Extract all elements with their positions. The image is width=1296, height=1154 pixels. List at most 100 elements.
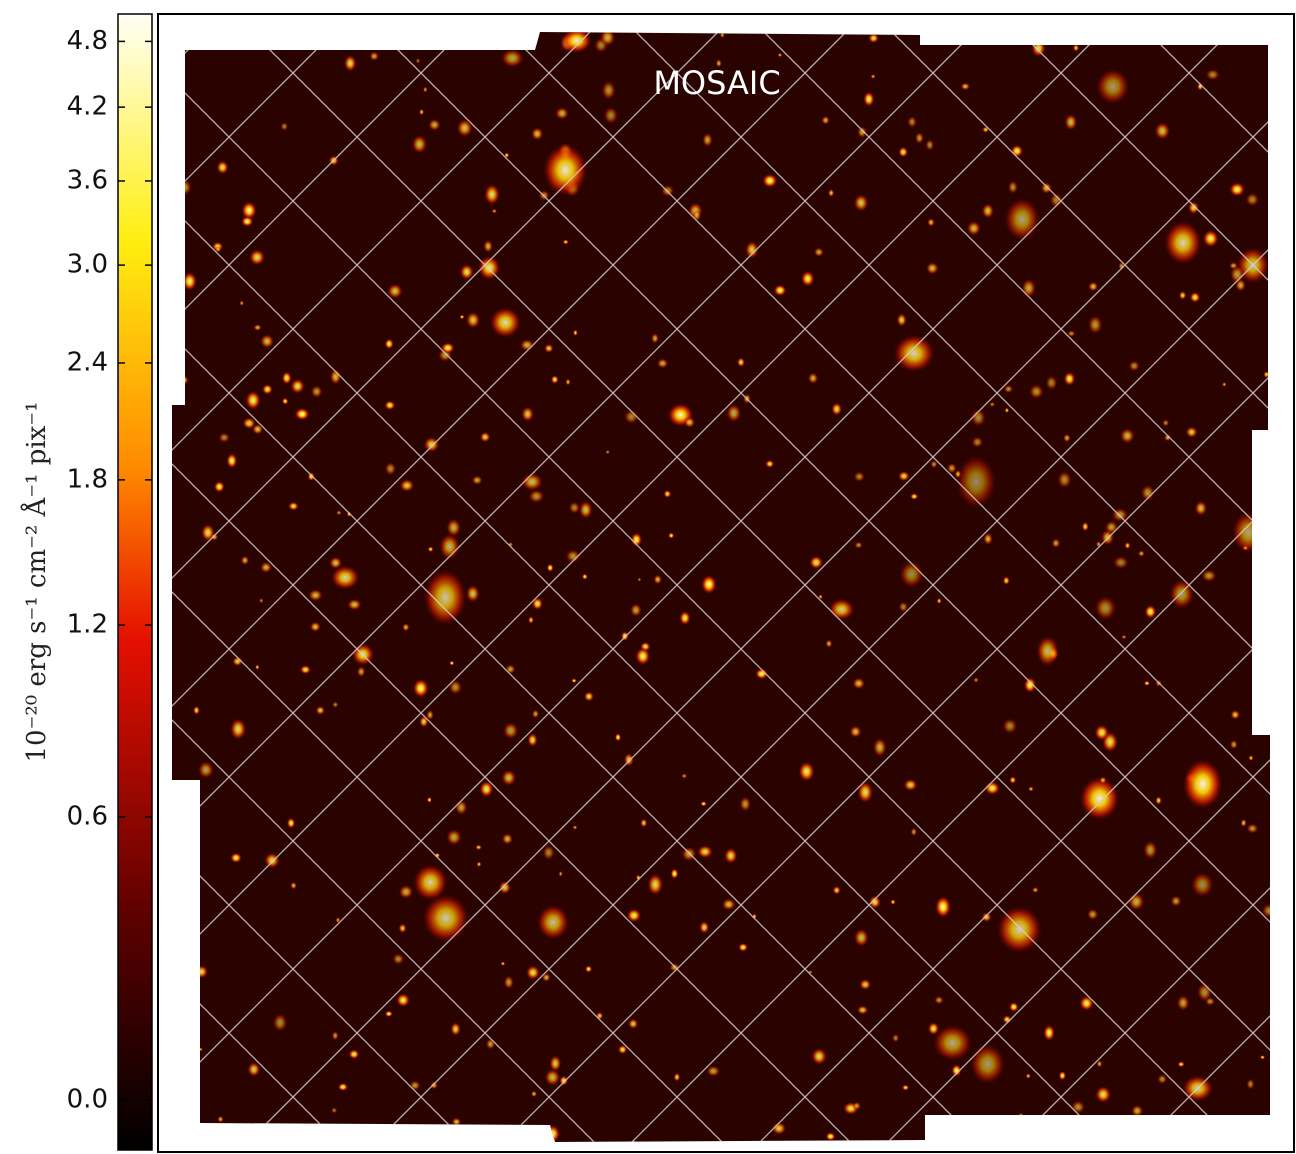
source [829, 599, 855, 620]
source [1080, 777, 1120, 821]
source [915, 132, 924, 144]
source [243, 417, 256, 429]
source [1088, 282, 1098, 292]
source [273, 1014, 288, 1032]
source [724, 848, 737, 864]
source [1032, 887, 1039, 893]
source [697, 845, 712, 858]
source [898, 147, 908, 158]
source [989, 402, 995, 407]
source [1003, 576, 1010, 585]
source [1179, 291, 1186, 300]
source [1162, 419, 1169, 426]
source [316, 706, 325, 715]
source [486, 1038, 495, 1049]
source [217, 161, 229, 175]
source [217, 1116, 223, 1123]
source [1129, 361, 1140, 372]
source [900, 561, 924, 588]
source [419, 109, 424, 115]
source [1246, 193, 1260, 207]
source [605, 450, 609, 454]
source [290, 882, 297, 889]
source [255, 664, 259, 670]
source [826, 640, 833, 648]
source [738, 943, 748, 952]
source [997, 906, 1042, 953]
source [679, 611, 690, 625]
colorbar-tick-label: 2.4 [67, 347, 108, 377]
source [308, 589, 322, 601]
source [311, 385, 323, 398]
source [928, 1022, 939, 1035]
source [416, 58, 421, 64]
source [1206, 69, 1220, 80]
source [630, 603, 642, 616]
source [430, 1081, 438, 1089]
source [1177, 995, 1190, 1011]
source [833, 886, 841, 895]
source [529, 490, 545, 503]
source [1022, 279, 1036, 298]
colorbar-tick-label: 0.6 [67, 801, 108, 831]
source [219, 433, 230, 443]
source [1011, 145, 1023, 157]
source [1063, 434, 1071, 442]
source [1157, 1074, 1167, 1084]
source [925, 139, 934, 151]
source [349, 1049, 360, 1059]
source [1043, 1025, 1055, 1041]
source [531, 1091, 537, 1097]
source [855, 542, 863, 549]
source [1082, 522, 1089, 531]
source [850, 726, 862, 738]
source [559, 871, 563, 877]
source [911, 828, 917, 837]
colorbar [118, 14, 152, 1150]
source [1057, 471, 1071, 488]
source [338, 1083, 348, 1091]
source [1120, 428, 1134, 443]
source [504, 975, 514, 989]
source [332, 702, 338, 708]
source [972, 437, 983, 448]
source [852, 678, 865, 690]
source [499, 881, 511, 894]
source [387, 284, 402, 299]
colorbar-tick-label: 1.8 [67, 464, 108, 494]
source [602, 81, 616, 100]
source [287, 818, 295, 829]
source [446, 829, 461, 845]
source [868, 33, 878, 43]
source [640, 819, 647, 828]
colorbar-tick-label: 0.0 [67, 1084, 108, 1114]
source [854, 929, 869, 947]
source [490, 307, 521, 338]
source [543, 144, 588, 196]
source [674, 1073, 681, 1082]
source [385, 339, 394, 350]
source [891, 899, 896, 905]
colorbar-tick-label: 4.2 [67, 92, 108, 122]
colorbar-tick-label: 3.0 [67, 250, 108, 280]
source [477, 861, 482, 867]
colorbar-tick-label: 1.2 [67, 610, 108, 640]
source [569, 502, 580, 514]
source [897, 313, 907, 326]
source [740, 796, 751, 811]
source [449, 680, 462, 695]
source [934, 996, 943, 1004]
source [384, 401, 395, 410]
source [1046, 375, 1058, 389]
source [1096, 69, 1129, 105]
source [210, 533, 218, 540]
source [935, 896, 951, 918]
source [573, 825, 578, 829]
source [396, 993, 410, 1007]
source [551, 375, 559, 384]
source [466, 312, 480, 329]
source [1071, 1101, 1085, 1114]
source [1088, 315, 1102, 334]
source [910, 493, 918, 500]
source [702, 133, 712, 147]
